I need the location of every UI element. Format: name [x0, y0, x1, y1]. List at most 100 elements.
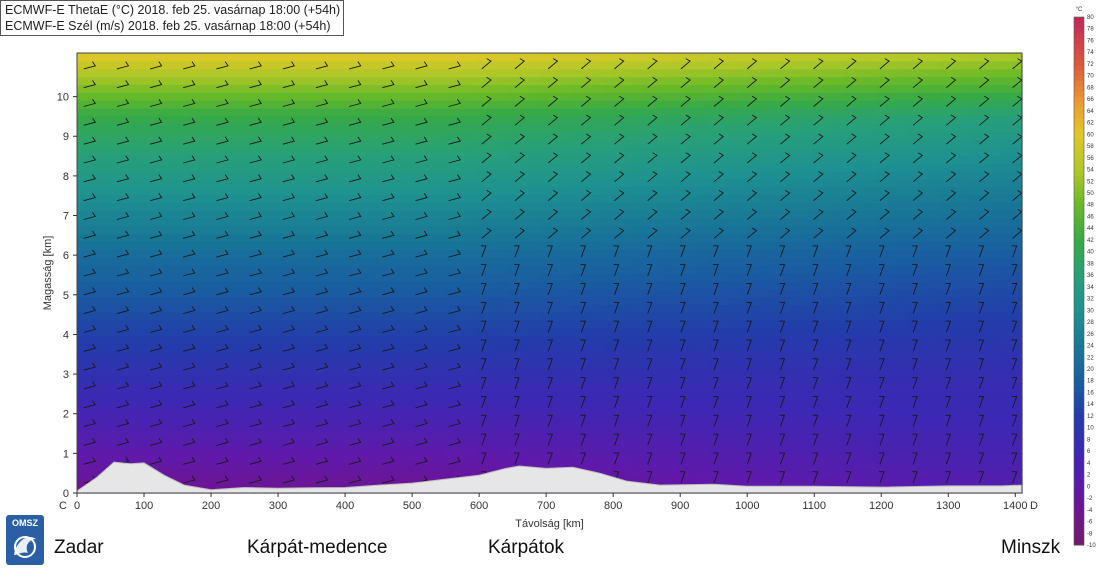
- heatmap-cell: [623, 218, 635, 227]
- heatmap-cell: [665, 280, 677, 290]
- heatmap-cell: [822, 163, 834, 172]
- heatmap-cell: [948, 163, 960, 172]
- heatmap-cell: [927, 186, 939, 196]
- heatmap-cell: [948, 233, 960, 243]
- heatmap-cell: [738, 367, 750, 376]
- heatmap-cell: [444, 273, 456, 282]
- heatmap-cell: [612, 225, 624, 235]
- heatmap-cell: [245, 186, 257, 196]
- heatmap-cell: [213, 273, 225, 282]
- heatmap-cell: [507, 367, 519, 376]
- heatmap-cell: [213, 280, 225, 290]
- heatmap-cell: [927, 178, 939, 188]
- heatmap-cell: [213, 210, 225, 219]
- heatmap-cell: [728, 131, 740, 141]
- heatmap-cell: [1001, 186, 1013, 196]
- heatmap-cell: [77, 351, 89, 361]
- heatmap-cell: [801, 390, 813, 400]
- heatmap-cell: [885, 280, 897, 290]
- heatmap-cell: [528, 194, 540, 203]
- heatmap-cell: [234, 108, 246, 117]
- heatmap-cell: [413, 469, 425, 478]
- heatmap-cell: [843, 398, 855, 408]
- heatmap-cell: [455, 194, 467, 203]
- heatmap-cell: [549, 445, 561, 455]
- heatmap-cell: [885, 202, 897, 211]
- heatmap-cell: [927, 328, 939, 337]
- heatmap-cell: [749, 469, 761, 478]
- heatmap-cell: [402, 84, 414, 93]
- heatmap-cell: [77, 288, 89, 298]
- heatmap-cell: [549, 147, 561, 156]
- heatmap-cell: [203, 257, 215, 266]
- heatmap-cell: [129, 445, 141, 455]
- heatmap-cell: [906, 53, 918, 62]
- heatmap-cell: [633, 233, 645, 243]
- heatmap-cell: [392, 280, 404, 290]
- heatmap-cell: [812, 92, 824, 101]
- heatmap-cell: [234, 186, 246, 196]
- heatmap-cell: [581, 422, 593, 431]
- heatmap-cell: [486, 233, 498, 243]
- heatmap-cell: [780, 312, 792, 321]
- heatmap-cell: [171, 139, 183, 148]
- heatmap-cell: [266, 53, 278, 62]
- heatmap-cell: [455, 280, 467, 290]
- heatmap-cell: [759, 273, 771, 282]
- heatmap-cell: [476, 453, 488, 463]
- heatmap-cell: [738, 139, 750, 148]
- heatmap-cell: [938, 343, 950, 353]
- heatmap-cell: [707, 312, 719, 321]
- heatmap-cell: [161, 139, 173, 148]
- heatmap-cell: [266, 312, 278, 321]
- heatmap-cell: [654, 477, 666, 486]
- heatmap-cell: [402, 53, 414, 62]
- heatmap-cell: [119, 430, 131, 439]
- heatmap-cell: [350, 186, 362, 196]
- heatmap-cell: [738, 438, 750, 447]
- heatmap-cell: [770, 210, 782, 219]
- heatmap-cell: [87, 312, 99, 321]
- heatmap-cell: [234, 383, 246, 392]
- heatmap-cell: [297, 461, 309, 471]
- heatmap-cell: [528, 430, 540, 439]
- heatmap-cell: [917, 288, 929, 298]
- heatmap-cell: [602, 68, 614, 78]
- heatmap-cell: [633, 461, 645, 471]
- heatmap-cell: [644, 53, 656, 62]
- heatmap-cell: [465, 123, 477, 133]
- heatmap-cell: [87, 351, 99, 361]
- heatmap-cell: [885, 414, 897, 423]
- heatmap-cell: [203, 108, 215, 117]
- heatmap-cell: [843, 296, 855, 306]
- heatmap-cell: [654, 430, 666, 439]
- heatmap-cell: [77, 92, 89, 101]
- heatmap-cell: [707, 210, 719, 219]
- heatmap-cell: [738, 202, 750, 211]
- heatmap-cell: [581, 123, 593, 133]
- heatmap-cell: [266, 375, 278, 384]
- heatmap-cell: [119, 312, 131, 321]
- heatmap-cell: [791, 469, 803, 478]
- heatmap-cell: [518, 123, 530, 133]
- heatmap-cell: [980, 257, 992, 266]
- heatmap-cell: [906, 202, 918, 211]
- heatmap-cell: [938, 218, 950, 227]
- heatmap-cell: [801, 320, 813, 329]
- heatmap-cell: [969, 414, 981, 423]
- heatmap-cell: [822, 123, 834, 133]
- heatmap-cell: [728, 76, 740, 86]
- heatmap-cell: [518, 241, 530, 251]
- heatmap-cell: [276, 115, 288, 125]
- heatmap-cell: [875, 257, 887, 266]
- heatmap-cell: [87, 178, 99, 188]
- heatmap-cell: [360, 84, 372, 93]
- heatmap-cell: [266, 108, 278, 117]
- heatmap-cell: [560, 53, 572, 62]
- heatmap-cell: [276, 178, 288, 188]
- heatmap-cell: [654, 390, 666, 400]
- heatmap-cell: [381, 359, 393, 368]
- heatmap-cell: [486, 257, 498, 266]
- heatmap-cell: [833, 92, 845, 101]
- heatmap-cell: [1001, 163, 1013, 172]
